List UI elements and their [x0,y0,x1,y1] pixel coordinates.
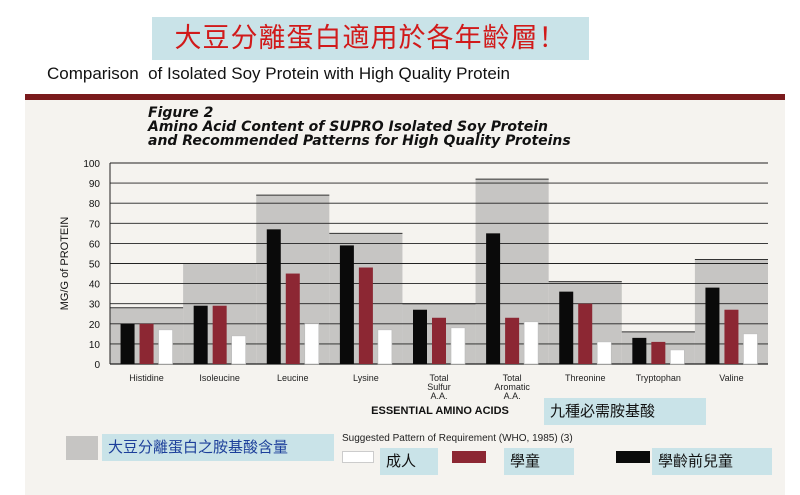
bar-preschool [413,309,427,364]
figure-photo-background [25,94,785,495]
bar-adult [377,329,393,365]
y-tick-label: 80 [89,199,101,210]
x-category-label: Leucine [277,373,309,383]
y-tick-label: 90 [89,179,101,190]
essential-amino-acids-cn-label: 九種必需胺基酸 [544,398,706,425]
y-tick-label: 30 [89,300,101,311]
legend-school-swatch [452,451,486,463]
bar-adult [743,333,758,365]
y-tick-label: 60 [89,239,101,250]
y-tick-label: 20 [89,320,101,331]
bar-adult [670,349,685,365]
bar-school [212,305,227,364]
x-category-label: Isoleucine [199,373,240,383]
bar-school [724,309,739,364]
y-axis-title: MG/G of PROTEIN [59,217,71,311]
x-category-label: Total [429,373,448,383]
legend-school-label: 學童 [504,448,574,475]
bar-adult [158,329,173,365]
x-category-label: Histidine [129,373,164,383]
y-tick-label: 100 [83,159,100,170]
chinese-title-banner: 大豆分離蛋白適用於各年齡層！ [152,17,589,60]
bar-school [432,317,446,364]
bar-preschool [339,245,354,364]
x-category-label: Valine [719,373,743,383]
bar-adult [231,335,246,365]
legend-who-caption: Suggested Pattern of Requirement (WHO, 1… [342,433,573,444]
bar-school [505,317,520,364]
bar-preschool [632,337,647,364]
x-category-label: Aromatic [494,382,530,392]
y-tick-label: 50 [89,260,101,271]
y-tick-label: 40 [89,280,101,291]
y-tick-label: 70 [89,219,101,230]
x-category-label: A.A. [430,391,447,401]
legend-adult-label: 成人 [380,448,438,475]
legend-preschool-label: 學齡前兒童 [652,448,772,475]
y-tick-label: 10 [89,340,101,351]
bar-adult [450,327,466,365]
bar-adult [304,323,320,365]
bar-preschool [559,291,574,364]
x-category-label: A.A. [504,391,521,401]
x-category-label: Sulfur [427,382,451,392]
figure-top-border [25,94,785,100]
bar-preschool [120,323,135,364]
bar-preschool [486,233,501,364]
bar-adult [596,341,612,365]
x-category-label: Threonine [565,373,606,383]
chinese-title: 大豆分離蛋白適用於各年齡層！ [174,23,567,54]
figure-title-line2: and Recommended Patterns for High Qualit… [148,133,571,149]
bar-preschool [266,229,281,364]
english-subtitle: Comparison of Isolated Soy Protein with … [47,64,511,83]
bar-school [285,273,300,364]
bar-preschool [705,287,720,364]
x-axis-title: ESSENTIAL AMINO ACIDS [371,405,509,417]
bar-adult [523,321,539,365]
figure-label: Figure 2 [148,105,214,121]
x-category-label: Total [503,373,522,383]
legend-adult-swatch [342,451,374,463]
bar-school [578,303,593,364]
figure-title-line1: Amino Acid Content of SUPRO Isolated Soy… [148,119,549,135]
x-category-label: Tryptophan [636,373,681,383]
bar-school [139,323,154,364]
legend-soy-label: 大豆分離蛋白之胺基酸含量 [102,434,334,461]
legend-soy-swatch [66,436,98,460]
bar-school [358,267,373,364]
x-category-label: Lysine [353,373,379,383]
legend-preschool-swatch [616,451,650,463]
figure-title-block: Figure 2 Amino Acid Content of SUPRO Iso… [148,106,571,148]
y-tick-label: 0 [94,360,100,371]
bar-school [651,341,666,364]
bar-preschool [193,305,208,364]
